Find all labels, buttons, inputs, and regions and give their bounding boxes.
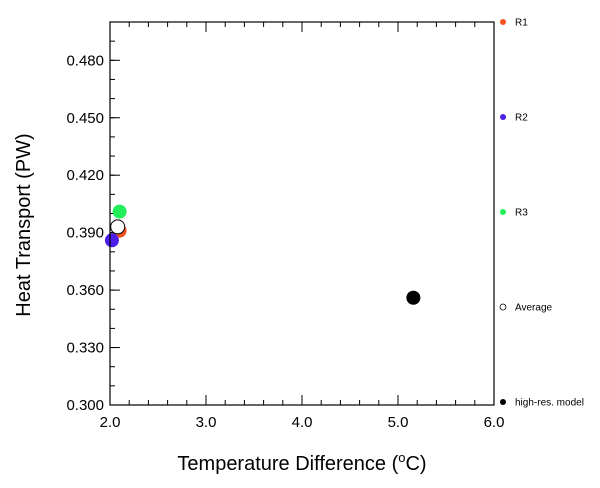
point-r2 — [104, 233, 119, 248]
axis-ticks — [109, 21, 495, 406]
y-tick-label: 0.330 — [66, 340, 104, 357]
y-tick-label: 0.480 — [66, 52, 104, 69]
x-tick-label: 3.0 — [196, 414, 217, 431]
x-tick-label: 5.0 — [388, 414, 409, 431]
y-axis-title: Heat Transport (PW) — [13, 133, 35, 316]
legend-label-r2: R2 — [515, 113, 528, 124]
x-tick-label: 2.0 — [100, 414, 121, 431]
x-axis-title: Temperature Difference (oC) — [177, 450, 426, 475]
legend-marker-high-res-model — [500, 399, 506, 405]
legend-label-average: Average — [515, 303, 553, 314]
legend-entry-r2: R2 — [500, 113, 528, 124]
legend-entry-high-res-model: high-res. model — [500, 398, 584, 409]
point-average — [110, 219, 126, 235]
tick-labels: 2.0 3.0 4.0 5.0 6.0 0.300 0.330 0.360 0.390 0.420… — [66, 52, 504, 431]
y-tick-label: 0.390 — [66, 225, 104, 242]
legend-marker-r1 — [500, 19, 506, 25]
legend-entry-average: Average — [499, 303, 553, 314]
y-tick-label: 0.450 — [66, 110, 104, 127]
point-high-res-model — [406, 290, 421, 305]
legend: R1 R2 R3 Average high-res. model — [499, 18, 584, 409]
legend-entry-r1: R1 — [500, 18, 528, 29]
y-tick-label: 0.420 — [66, 167, 104, 184]
legend-label-high-res-model: high-res. model — [515, 398, 584, 409]
legend-entry-r3: R3 — [500, 208, 528, 219]
data-points — [104, 204, 421, 305]
y-tick-label: 0.300 — [66, 397, 104, 414]
legend-label-r3: R3 — [515, 208, 528, 219]
x-tick-label: 4.0 — [292, 414, 313, 431]
legend-marker-average — [499, 303, 507, 311]
y-tick-label: 0.360 — [66, 282, 104, 299]
point-r3 — [112, 204, 127, 219]
x-tick-label: 6.0 — [484, 414, 505, 431]
legend-label-r1: R1 — [515, 18, 528, 29]
legend-marker-r2 — [500, 114, 506, 120]
plot-frame — [109, 21, 495, 406]
legend-marker-r3 — [500, 209, 506, 215]
